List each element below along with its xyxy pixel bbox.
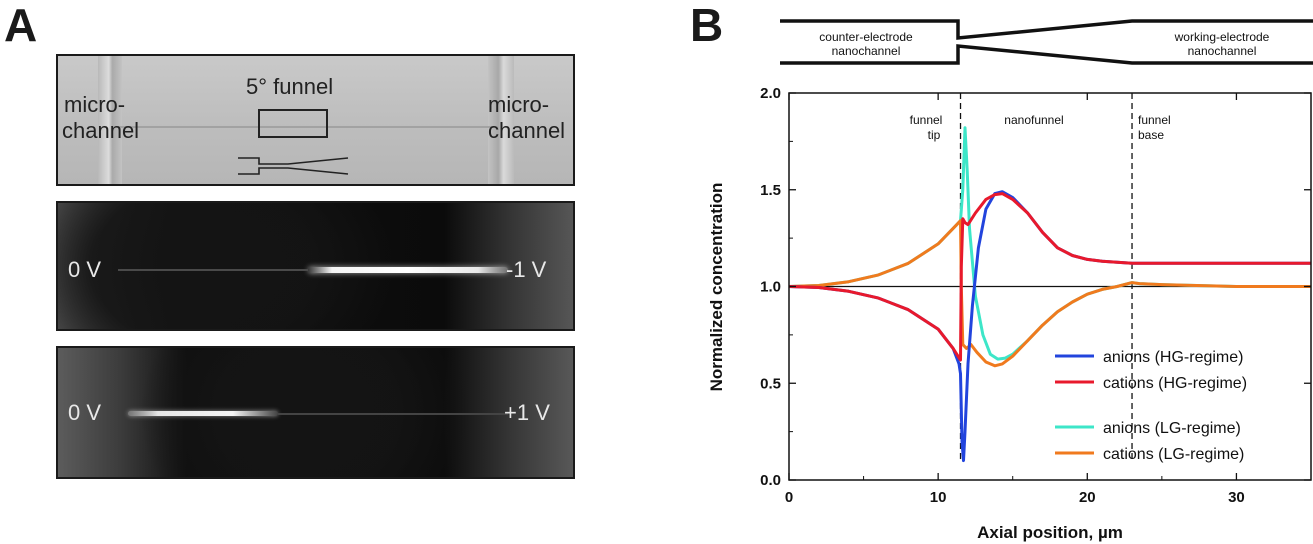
enrichment-band xyxy=(128,411,278,416)
series-line-1 xyxy=(788,192,1311,362)
schematic-right-label-1: working-electrode xyxy=(1174,30,1270,44)
x-tick-label: 0 xyxy=(785,489,793,506)
funnel-base-label-1: funnel xyxy=(1138,113,1171,127)
right-microchannel-edge xyxy=(488,56,514,184)
legend-label-2: anions (LG-regime) xyxy=(1103,420,1241,437)
left-voltage-label: 0 V xyxy=(68,257,102,282)
funnel-label: 5° funnel xyxy=(246,74,334,99)
panel-b-letter: B xyxy=(690,0,724,51)
channel-schematic: counter-electrode nanochannel working-el… xyxy=(780,19,1313,65)
y-tick-label: 1.0 xyxy=(760,279,781,296)
y-axis-label: Normalized concentration xyxy=(707,183,726,392)
nanochannel-line xyxy=(118,126,498,128)
left-microchannel-label-2: channel xyxy=(62,118,140,143)
faint-channel xyxy=(118,269,308,271)
funnel-tip-label-1: funnel xyxy=(910,113,943,127)
schematic-left-label-1: counter-electrode xyxy=(819,30,913,44)
series-line-3 xyxy=(788,219,1311,368)
brightfield-image: micro- channel micro- channel 5° funnel xyxy=(56,54,575,186)
right-microchannel-label-1: micro- xyxy=(488,92,550,117)
faint-channel xyxy=(278,413,508,415)
x-tick-label: 10 xyxy=(930,489,947,506)
y-tick-label: 1.5 xyxy=(760,182,781,199)
x-axis-label: Axial position, µm xyxy=(977,523,1123,542)
schematic-right-label-2: nanochannel xyxy=(1188,44,1257,58)
series-line-2 xyxy=(788,126,1311,361)
panel-a-letter: A xyxy=(4,0,38,51)
legend-label-1: cations (HG-regime) xyxy=(1103,375,1247,392)
right-microchannel-label-2: channel xyxy=(488,118,566,143)
funnel-base-label-2: base xyxy=(1138,128,1164,142)
fluorescence-glow xyxy=(58,203,573,329)
funnel-tip-label-2: tip xyxy=(928,128,941,142)
left-voltage-label: 0 V xyxy=(68,400,102,425)
fluorescence-image-plus1v: 0 V +1 V xyxy=(56,346,575,479)
left-microchannel-edge xyxy=(98,56,122,184)
funnel-schematic xyxy=(238,109,349,175)
legend-label-0: anions (HG-regime) xyxy=(1103,349,1243,366)
legend-label-3: cations (LG-regime) xyxy=(1103,446,1244,463)
x-tick-label: 20 xyxy=(1079,489,1096,506)
enrichment-band xyxy=(308,267,508,273)
fluorescence-image-minus1v: 0 V -1 V xyxy=(56,201,575,331)
right-voltage-label: -1 V xyxy=(506,257,547,282)
y-tick-label: 0.5 xyxy=(760,375,781,392)
left-microchannel-label-1: micro- xyxy=(64,92,126,117)
y-tick-label: 0.0 xyxy=(760,472,781,489)
y-tick-label: 2.0 xyxy=(760,85,781,102)
x-tick-label: 30 xyxy=(1228,489,1245,506)
schematic-left-label-2: nanochannel xyxy=(832,44,901,58)
right-voltage-label: +1 V xyxy=(504,400,550,425)
nanofunnel-label: nanofunnel xyxy=(1004,113,1063,127)
